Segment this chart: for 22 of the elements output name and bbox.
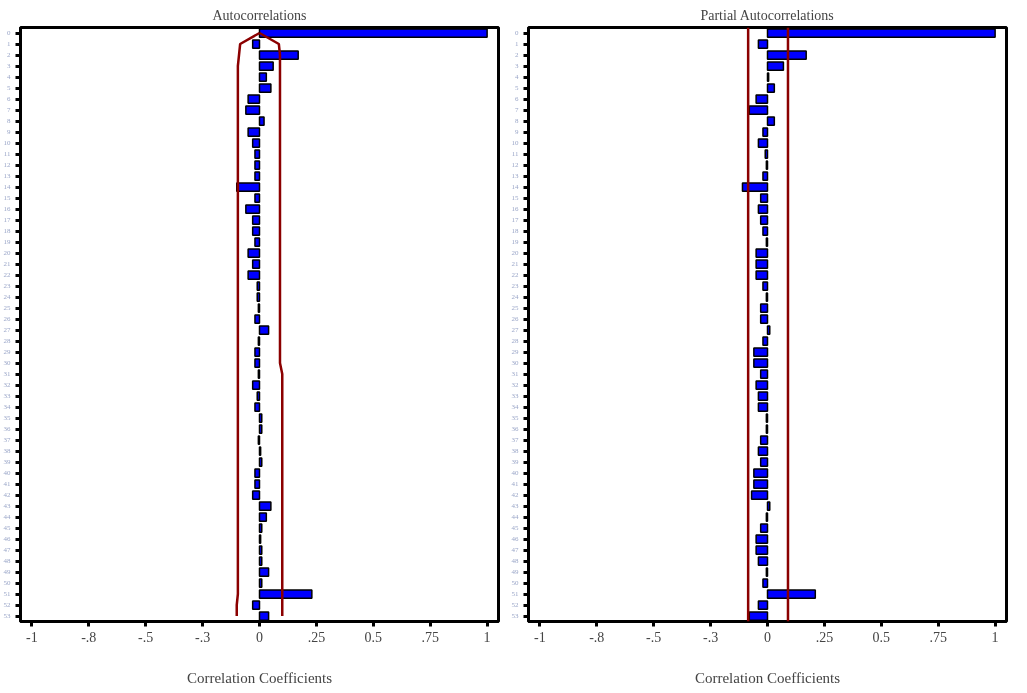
x-axis-title: Correlation Coefficients bbox=[694, 669, 841, 686]
x-tick-label: .25 bbox=[815, 629, 834, 645]
x-tick-label: 0 bbox=[764, 629, 771, 645]
x-tick-label: -.5 bbox=[646, 629, 662, 645]
x-axis-title: Correlation Coefficients bbox=[186, 669, 333, 686]
x-tick-label: -.8 bbox=[81, 629, 97, 645]
x-tick-label: .25 bbox=[307, 629, 326, 645]
x-tick-label: -.3 bbox=[703, 629, 719, 645]
x-tick-label: -.8 bbox=[589, 629, 605, 645]
x-tick-label: 0 bbox=[256, 629, 263, 645]
x-tick-label: 0.5 bbox=[364, 629, 383, 645]
chart-title: Partial Autocorrelations bbox=[700, 7, 834, 23]
x-tick-label: .75 bbox=[421, 629, 439, 645]
x-tick-label: 1 bbox=[483, 629, 491, 645]
chart-title: Autocorrelations bbox=[212, 7, 307, 23]
x-tick-label: 0.5 bbox=[872, 629, 891, 645]
x-tick-label: 1 bbox=[991, 629, 999, 645]
x-tick-label: .75 bbox=[929, 629, 947, 645]
x-tick-label: -1 bbox=[534, 629, 546, 645]
x-tick-label: -1 bbox=[26, 629, 38, 645]
x-tick-label: -.5 bbox=[138, 629, 154, 645]
x-tick-label: -.3 bbox=[195, 629, 211, 645]
